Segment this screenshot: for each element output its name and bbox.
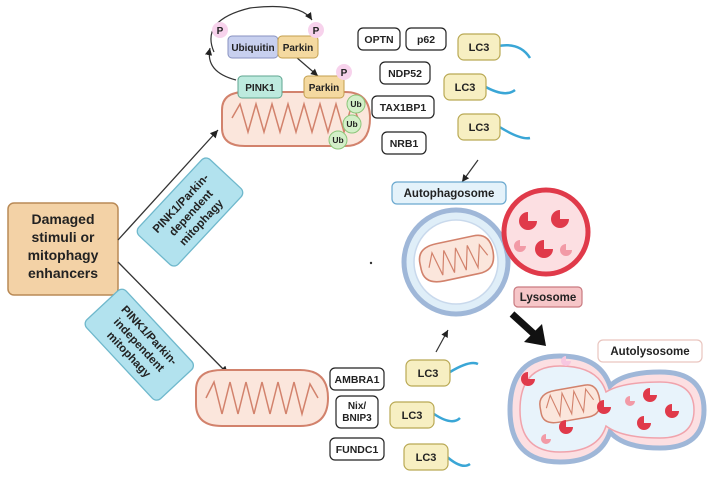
autolysosome-label: Autolysosome — [598, 340, 702, 362]
lysosome — [504, 190, 588, 274]
lc3-bottom-2: LC3 — [390, 402, 434, 428]
svg-text:LC3: LC3 — [469, 42, 490, 54]
lc3-bottom-1: LC3 — [406, 360, 450, 386]
lc3-tail-top-2 — [484, 86, 515, 93]
receptor-p62: p62 — [406, 28, 446, 50]
svg-text:Ub: Ub — [346, 119, 357, 129]
start-line-2: stimuli or — [31, 229, 95, 245]
svg-text:P: P — [217, 26, 224, 37]
pink1-label: PINK1 — [245, 83, 275, 94]
start-line-1: Damaged — [31, 211, 94, 227]
svg-text:NRB1: NRB1 — [390, 138, 419, 150]
receptor-nrb1: NRB1 — [382, 132, 426, 154]
pink1-protein: PINK1 — [238, 76, 282, 98]
bottom-mitochondrion — [196, 370, 328, 426]
svg-text:OPTN: OPTN — [364, 34, 393, 46]
lc3-top-3: LC3 — [458, 114, 500, 140]
lc3-tail-top-3 — [498, 126, 530, 138]
nix-bnip3-line-2: BNIP3 — [342, 413, 372, 424]
receptor-ambra1: AMBRA1 — [330, 368, 384, 390]
autophagosome-label: Autophagosome — [392, 182, 506, 204]
start-box: Damaged stimuli or mitophagy enhancers — [8, 203, 118, 295]
receptor-ndp52: NDP52 — [380, 62, 430, 84]
arrow-to-autophagosome — [462, 160, 478, 182]
autophagosome — [404, 210, 508, 314]
svg-text:LC3: LC3 — [402, 410, 423, 422]
parkin-label-membrane: Parkin — [309, 83, 340, 94]
svg-text:AMBRA1: AMBRA1 — [335, 374, 380, 386]
fusion-arrow — [512, 314, 546, 346]
lc3-tail-top-1 — [498, 45, 530, 58]
svg-text:LC3: LC3 — [416, 452, 437, 464]
receptor-tax1bp1: TAX1BP1 — [372, 96, 434, 118]
arrow-bottom-to-autophagosome — [436, 330, 448, 352]
parkin-label-top: Parkin — [283, 43, 314, 54]
lc3-tail-bottom-2 — [434, 414, 460, 421]
svg-text:p62: p62 — [417, 34, 435, 46]
receptor-fundc1: FUNDC1 — [330, 438, 384, 460]
svg-text:LC3: LC3 — [469, 122, 490, 134]
lc3-tail-bottom-3 — [446, 456, 470, 466]
receptor-nix-bnip3: Nix/BNIP3 — [336, 396, 378, 428]
svg-text:FUNDC1: FUNDC1 — [336, 444, 379, 456]
receptor-optn: OPTN — [358, 28, 400, 50]
svg-text:Autolysosome: Autolysosome — [610, 346, 689, 358]
svg-text:LC3: LC3 — [418, 368, 439, 380]
lc3-top-2: LC3 — [444, 74, 486, 100]
phospho-1: P — [212, 22, 228, 38]
svg-text:NDP52: NDP52 — [388, 68, 422, 80]
ubiquitin-label: Ubiquitin — [231, 43, 274, 54]
start-line-3: mitophagy — [28, 247, 99, 263]
phospho-3: P — [336, 64, 352, 80]
start-line-4: enhancers — [28, 265, 98, 281]
lc3-top-1: LC3 — [458, 34, 500, 60]
nix-bnip3-line-1: Nix/ — [348, 401, 367, 412]
svg-text:Autophagosome: Autophagosome — [404, 188, 495, 200]
parkin-recruit-arrow — [296, 57, 318, 76]
pathway-independent: PINK1/Parkin- independent mitophagy — [83, 287, 196, 403]
lc3-bottom-3: LC3 — [404, 444, 448, 470]
lc3-tail-bottom-1 — [450, 363, 478, 372]
phospho-2: P — [308, 22, 324, 38]
autolysosome — [510, 356, 704, 462]
svg-text:Lysosome: Lysosome — [520, 292, 576, 304]
svg-text:LC3: LC3 — [455, 82, 476, 94]
parkin-protein: Parkin — [304, 76, 344, 98]
pathway-dependent: PINK1/Parkin- dependent mitophagy — [135, 156, 245, 269]
svg-text:P: P — [341, 68, 348, 79]
ubiquitin-parkin-complex: Ubiquitin Parkin — [228, 36, 318, 58]
svg-text:TAX1BP1: TAX1BP1 — [380, 102, 427, 114]
center-dot — [370, 262, 372, 264]
lysosome-label: Lysosome — [514, 287, 582, 307]
svg-text:Ub: Ub — [350, 99, 361, 109]
svg-text:P: P — [313, 26, 320, 37]
svg-text:Ub: Ub — [332, 135, 343, 145]
